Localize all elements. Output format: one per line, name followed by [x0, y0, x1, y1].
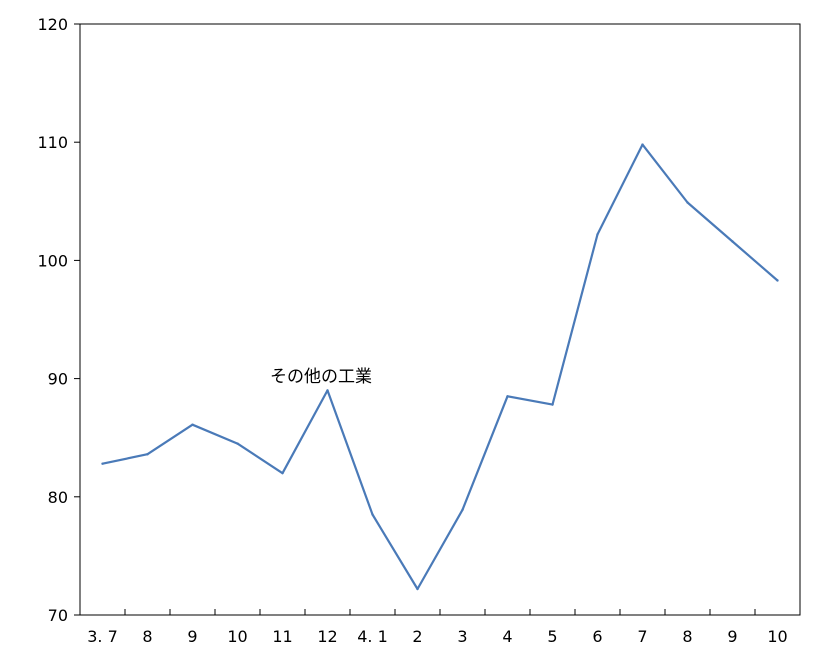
- y-tick-label: 90: [48, 370, 68, 389]
- data-points: [101, 143, 779, 591]
- data-point: [146, 453, 149, 456]
- data-point: [461, 508, 464, 512]
- x-tick-label: 7: [637, 627, 647, 646]
- data-point: [596, 233, 599, 236]
- y-tick-label: 120: [37, 15, 68, 34]
- data-point: [326, 389, 329, 392]
- y-tick-label: 100: [37, 251, 68, 270]
- data-point: [191, 423, 194, 426]
- data-point: [551, 403, 554, 406]
- x-tick-label: 12: [317, 627, 337, 646]
- data-point: [686, 201, 689, 204]
- data-point: [506, 395, 509, 398]
- x-tick-label: 5: [547, 627, 557, 646]
- y-tick-label: 70: [48, 606, 68, 625]
- x-tick-label: 11: [272, 627, 292, 646]
- data-point: [101, 462, 104, 465]
- series-annotation: その他の工業: [270, 367, 372, 387]
- x-tick-label: 4: [502, 627, 512, 646]
- x-tick-label: 9: [187, 627, 197, 646]
- data-point: [731, 240, 734, 243]
- x-tick-label: 6: [592, 627, 602, 646]
- x-tick-label: 8: [682, 627, 692, 646]
- data-point: [281, 471, 284, 475]
- series-line: [102, 143, 779, 591]
- x-tick-label: 8: [142, 627, 152, 646]
- y-tick-label: 80: [48, 488, 68, 507]
- data-point: [371, 513, 374, 516]
- x-tick-label: 4. 1: [357, 627, 388, 646]
- x-tick-label: 9: [727, 627, 737, 646]
- x-tick-label: 2: [412, 627, 422, 646]
- plot-area: [79, 23, 801, 616]
- data-point: [236, 442, 239, 445]
- data-point: [776, 279, 779, 282]
- x-tick-label: 3. 7: [87, 627, 118, 646]
- x-tick-label: 3: [457, 627, 467, 646]
- y-tick-label: 110: [37, 133, 68, 152]
- x-tick-label: 10: [767, 627, 787, 646]
- x-tick-label: 10: [227, 627, 247, 646]
- data-point: [641, 143, 644, 146]
- y-axis: 70 80 90 100 110 120: [37, 15, 80, 625]
- x-axis: 3. 7 8 9 10 11 12 4. 1 2 3 4 5 6 7 8 9 10: [87, 609, 788, 646]
- data-point: [416, 587, 419, 591]
